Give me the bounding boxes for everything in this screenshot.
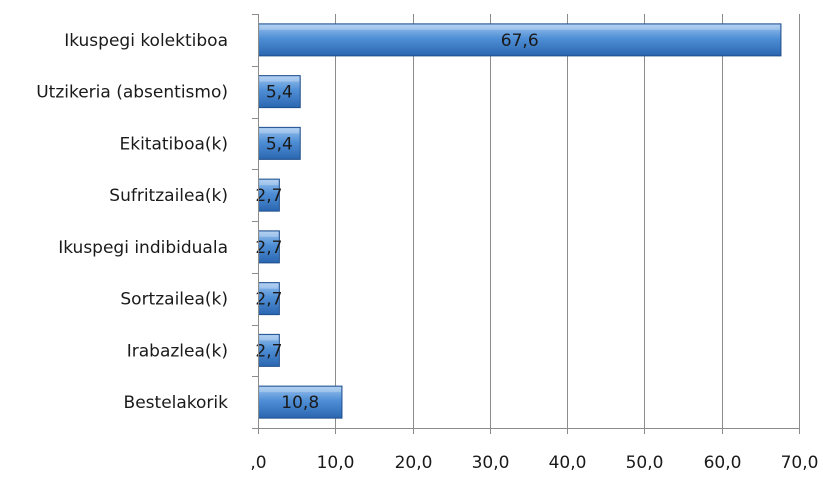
category-label: Sortzailea(k) (120, 290, 228, 310)
category-labels: Ikuspegi kolektiboa Utzikeria (absentismo… (36, 31, 228, 413)
data-label: 2,7 (255, 238, 282, 258)
x-axis: ,0 10,0 20,0 30,0 40,0 50,0 60,0 70,0 (250, 14, 818, 473)
data-label: 5,4 (266, 83, 293, 103)
category-label: Utzikeria (absentismo) (36, 83, 228, 103)
data-label: 5,4 (266, 134, 293, 154)
bar-highlight (259, 24, 780, 30)
bar-highlight (259, 387, 341, 393)
x-tick-label: 50,0 (626, 453, 664, 473)
category-label: Ekitatiboa(k) (120, 134, 229, 154)
bar (258, 126, 301, 160)
category-label: Irabazlea(k) (127, 341, 228, 361)
x-tick-label: 20,0 (395, 453, 433, 473)
bar-highlight (259, 283, 279, 289)
x-tick-label: ,0 (250, 453, 266, 473)
bars: 67,6 5,4 5,4 2,7 2,7 2,7 2,7 10,8 (255, 23, 782, 419)
bar (258, 75, 301, 109)
x-tick-label: 30,0 (472, 453, 510, 473)
category-label: Ikuspegi indibiduala (58, 238, 228, 258)
data-label: 10,8 (281, 393, 319, 413)
bar-highlight (259, 335, 279, 341)
category-label: Ikuspegi kolektiboa (64, 31, 228, 51)
data-label: 2,7 (255, 290, 282, 310)
data-label: 2,7 (255, 186, 282, 206)
x-tick-label: 70,0 (781, 453, 819, 473)
gridlines (335, 14, 800, 428)
data-label: 2,7 (255, 341, 282, 361)
bar (258, 385, 343, 419)
x-tick-label: 40,0 (549, 453, 587, 473)
data-label: 67,6 (501, 31, 539, 51)
bar-highlight (259, 231, 279, 237)
x-tick-label: 10,0 (317, 453, 355, 473)
bar-highlight (259, 180, 279, 186)
x-tick-label: 60,0 (704, 453, 742, 473)
bar-highlight (259, 76, 300, 82)
category-label: Sufritzailea(k) (109, 186, 228, 206)
category-label: Bestelakorik (124, 393, 229, 413)
bar-highlight (259, 128, 300, 134)
